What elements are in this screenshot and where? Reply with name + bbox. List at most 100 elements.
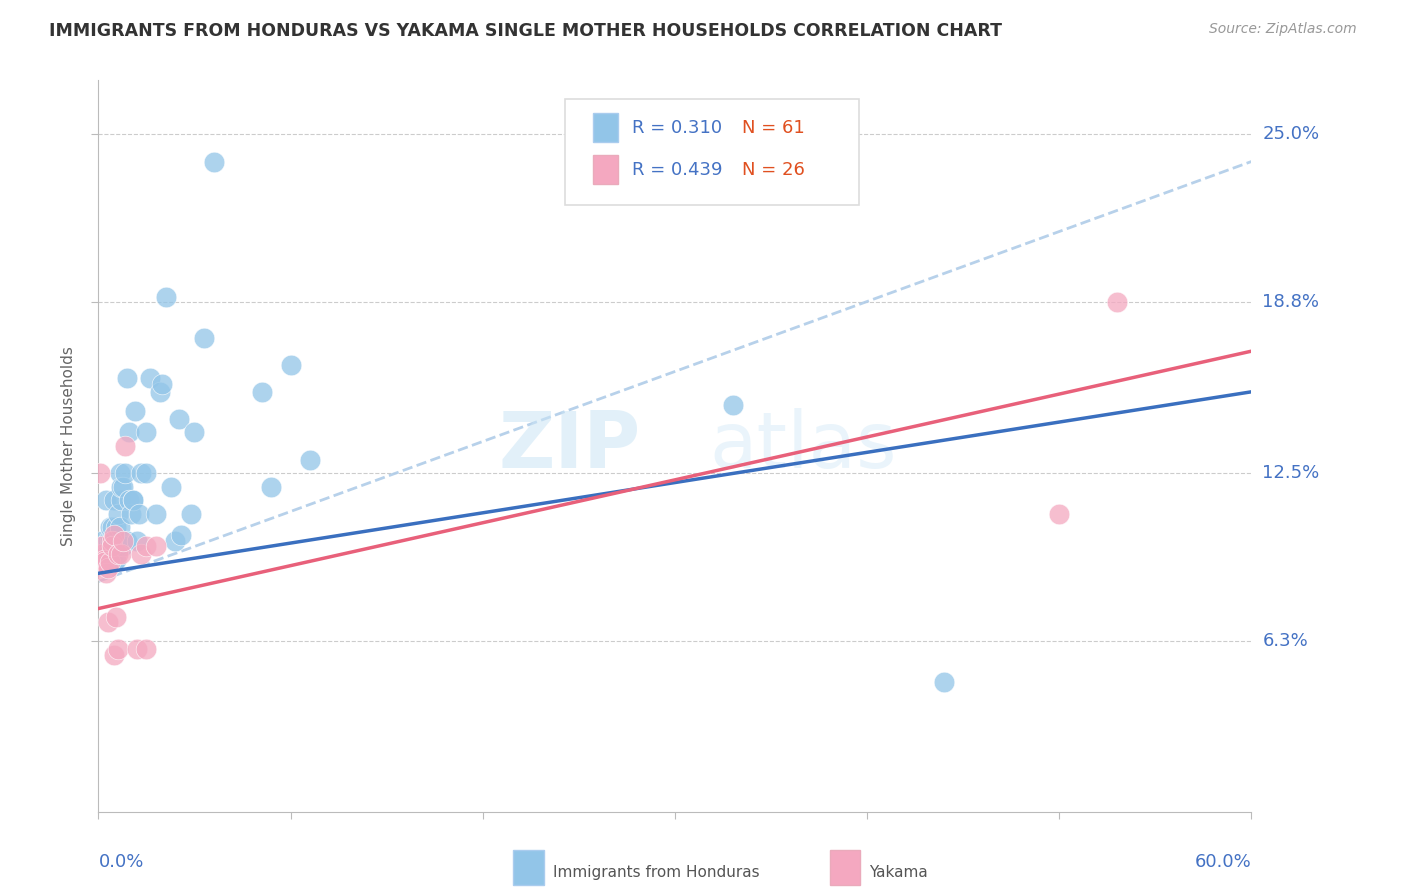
Point	[250, 384, 273, 399]
Text: R = 0.310: R = 0.310	[633, 119, 723, 136]
Point	[93, 553, 115, 567]
Text: Immigrants from Honduras: Immigrants from Honduras	[553, 865, 759, 880]
Point	[101, 533, 124, 548]
Point	[118, 425, 141, 440]
Point	[167, 412, 190, 426]
Point	[117, 533, 139, 548]
Point	[107, 547, 129, 561]
Point	[104, 609, 127, 624]
Y-axis label: Single Mother Households: Single Mother Households	[60, 346, 76, 546]
Point	[112, 539, 135, 553]
Point	[89, 547, 111, 561]
Point	[117, 371, 139, 385]
Point	[110, 493, 132, 508]
Point	[160, 480, 183, 494]
Point	[103, 648, 125, 662]
Point	[165, 533, 187, 548]
Point	[193, 331, 215, 345]
Point	[139, 371, 162, 385]
Point	[108, 520, 131, 534]
Text: N = 26: N = 26	[742, 161, 804, 178]
Text: 60.0%: 60.0%	[1195, 854, 1251, 871]
Point	[155, 290, 177, 304]
Point	[104, 539, 127, 553]
Point	[91, 547, 114, 561]
Point	[118, 493, 141, 508]
Point	[145, 507, 167, 521]
Point	[104, 520, 127, 534]
Point	[104, 553, 127, 567]
Point	[122, 493, 145, 508]
Point	[93, 556, 115, 570]
Point	[98, 556, 121, 570]
Text: R = 0.439: R = 0.439	[633, 161, 723, 178]
Point	[298, 452, 321, 467]
Point	[150, 376, 173, 391]
Point	[170, 528, 193, 542]
Point	[97, 615, 120, 629]
Point	[101, 520, 124, 534]
Text: 0.0%: 0.0%	[98, 854, 143, 871]
Point	[110, 547, 132, 561]
Point	[260, 480, 283, 494]
Point	[101, 533, 124, 548]
Point	[120, 507, 142, 521]
Point	[129, 466, 152, 480]
Point	[94, 547, 117, 561]
Point	[101, 539, 124, 553]
Point	[107, 642, 129, 657]
Point	[124, 404, 146, 418]
Point	[112, 480, 135, 494]
Point	[129, 547, 152, 561]
Point	[91, 533, 114, 548]
Point	[107, 539, 129, 553]
Point	[101, 539, 124, 553]
Point	[89, 466, 111, 480]
Point	[93, 547, 115, 561]
Point	[145, 539, 167, 553]
FancyBboxPatch shape	[593, 155, 619, 184]
Point	[135, 642, 157, 657]
Text: 12.5%: 12.5%	[1263, 464, 1320, 482]
Text: Source: ZipAtlas.com: Source: ZipAtlas.com	[1209, 22, 1357, 37]
Point	[135, 539, 157, 553]
Point	[114, 466, 136, 480]
Point	[103, 493, 125, 508]
Point	[97, 561, 120, 575]
Text: atlas: atlas	[710, 408, 897, 484]
Point	[110, 480, 132, 494]
Point	[128, 507, 150, 521]
Point	[103, 547, 125, 561]
Point	[202, 154, 225, 169]
Point	[1047, 507, 1070, 521]
Point	[149, 384, 172, 399]
Point	[108, 466, 131, 480]
FancyBboxPatch shape	[565, 99, 859, 204]
Point	[125, 642, 148, 657]
Point	[280, 358, 302, 372]
Point	[97, 547, 120, 561]
Point	[180, 507, 202, 521]
Point	[98, 547, 121, 561]
Point	[125, 533, 148, 548]
Point	[103, 556, 125, 570]
Point	[107, 507, 129, 521]
Point	[721, 398, 744, 412]
FancyBboxPatch shape	[593, 113, 619, 143]
Text: ZIP: ZIP	[498, 408, 640, 484]
Point	[122, 493, 145, 508]
Point	[135, 466, 157, 480]
Point	[98, 520, 121, 534]
Point	[94, 493, 117, 508]
Point	[98, 533, 121, 548]
Point	[91, 539, 114, 553]
Text: Yakama: Yakama	[869, 865, 928, 880]
Point	[1105, 295, 1128, 310]
Point	[183, 425, 205, 440]
Point	[114, 439, 136, 453]
Point	[94, 566, 117, 581]
Text: N = 61: N = 61	[742, 119, 804, 136]
Point	[135, 425, 157, 440]
Text: 6.3%: 6.3%	[1263, 632, 1308, 650]
Text: 18.8%: 18.8%	[1263, 293, 1319, 311]
